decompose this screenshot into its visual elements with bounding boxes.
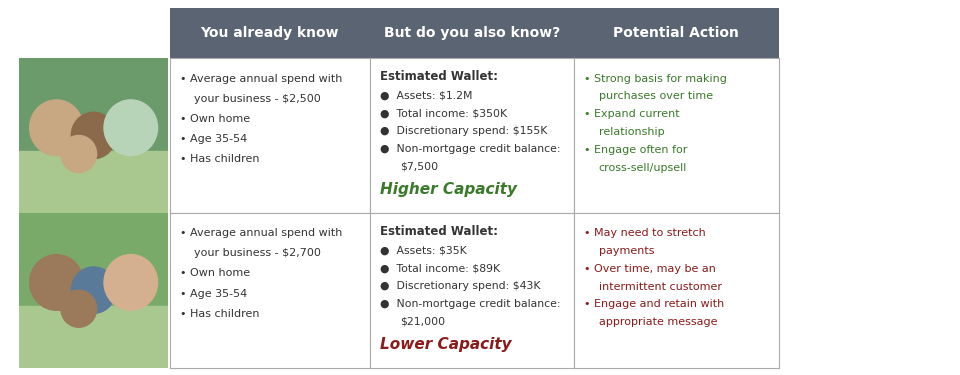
Text: Estimated Wallet:: Estimated Wallet: [380,70,498,84]
Bar [19,306,168,368]
Text: ●  Non-mortgage credit balance:: ● Non-mortgage credit balance: [380,144,561,154]
Text: • Engage often for: • Engage often for [585,145,687,155]
Text: • May need to stretch: • May need to stretch [585,228,706,238]
Text: • Has children: • Has children [180,309,259,319]
Text: • Has children: • Has children [180,154,259,164]
Text: • Average annual spend with: • Average annual spend with [180,74,343,84]
Text: payments: payments [599,246,654,256]
Circle shape [60,135,97,172]
Circle shape [71,112,116,159]
Text: Estimated Wallet:: Estimated Wallet: [380,225,498,238]
Bar [19,58,168,151]
Text: Potential Action: Potential Action [613,26,739,40]
Text: You already know: You already know [201,26,339,40]
Text: ●  Total income: $350K: ● Total income: $350K [380,108,507,118]
Text: • Strong basis for making: • Strong basis for making [585,74,727,84]
Text: your business - $2,500: your business - $2,500 [194,94,321,104]
Text: ●  Assets: $1.2M: ● Assets: $1.2M [380,91,472,101]
Text: appropriate message: appropriate message [599,317,717,327]
Text: ●  Total income: $89K: ● Total income: $89K [380,263,500,273]
Text: ●  Assets: $35K: ● Assets: $35K [380,245,467,255]
Text: • Age 35-54: • Age 35-54 [180,289,247,298]
Circle shape [104,100,157,156]
Text: Lower Capacity: Lower Capacity [380,337,512,352]
Circle shape [71,267,116,314]
Text: • Average annual spend with: • Average annual spend with [180,228,343,238]
Text: relationship: relationship [599,127,664,137]
Bar [19,151,168,213]
Text: • Over time, may be an: • Over time, may be an [585,264,716,274]
Text: But do you also know?: But do you also know? [384,26,560,40]
Circle shape [104,255,157,310]
Text: cross-sell/upsell: cross-sell/upsell [599,162,687,172]
Text: $21,000: $21,000 [400,316,445,327]
Text: • Age 35-54: • Age 35-54 [180,134,247,144]
Text: • Engage and retain with: • Engage and retain with [585,299,725,309]
Text: • Own home: • Own home [180,268,250,279]
Text: ●  Discretionary spend: $155K: ● Discretionary spend: $155K [380,126,547,136]
Text: $7,500: $7,500 [400,162,439,172]
Text: ●  Non-mortgage credit balance:: ● Non-mortgage credit balance: [380,298,561,309]
Text: purchases over time: purchases over time [599,92,712,101]
Text: • Own home: • Own home [180,114,250,124]
Text: Higher Capacity: Higher Capacity [380,182,516,197]
Circle shape [60,290,97,327]
Text: intermittent customer: intermittent customer [599,282,722,292]
Text: your business - $2,700: your business - $2,700 [194,248,321,258]
Circle shape [30,255,84,310]
Circle shape [30,100,84,156]
Bar [19,213,168,306]
Text: • Expand current: • Expand current [585,109,680,119]
Text: ●  Discretionary spend: $43K: ● Discretionary spend: $43K [380,281,540,291]
